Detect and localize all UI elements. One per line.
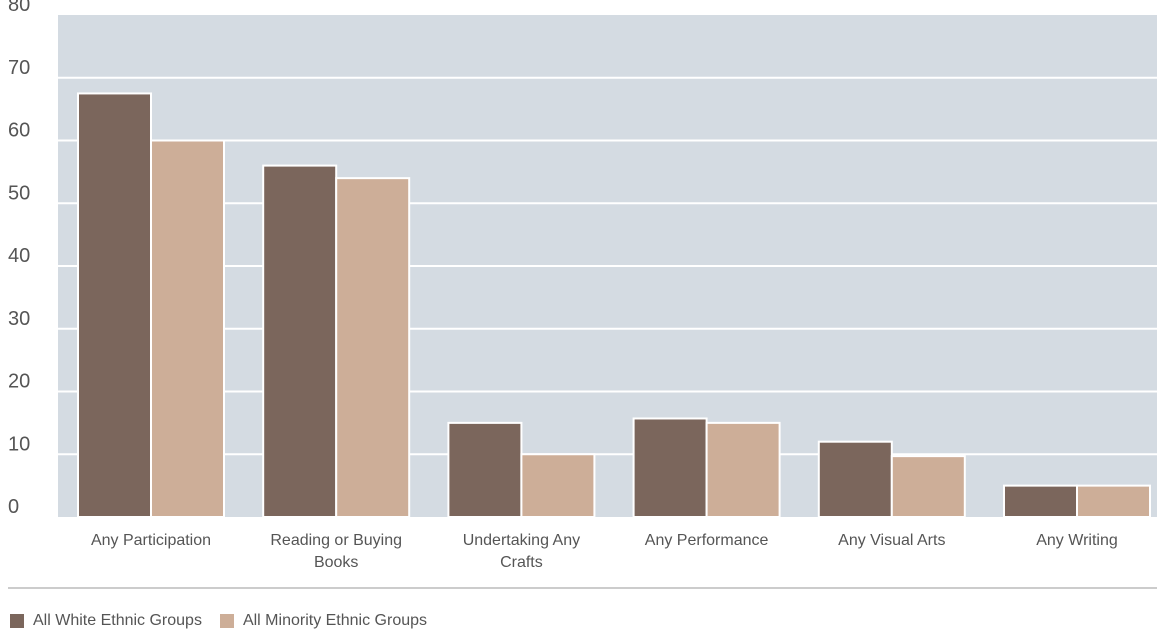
y-tick-label: 60 bbox=[8, 120, 30, 142]
legend: All White Ethnic Groups All Minority Eth… bbox=[10, 612, 445, 630]
bar-minority bbox=[335, 177, 411, 518]
y-tick-label: 50 bbox=[8, 182, 30, 204]
bar-white bbox=[632, 417, 708, 519]
bar-minority bbox=[890, 455, 966, 519]
bar-white bbox=[262, 164, 338, 518]
legend-item-minority: All Minority Ethnic Groups bbox=[219, 612, 428, 630]
bar-white bbox=[447, 421, 523, 518]
y-tick-label: 30 bbox=[8, 308, 30, 330]
legend-label-minority: All Minority Ethnic Groups bbox=[242, 612, 428, 629]
x-tick-label: Undertaking Any Crafts bbox=[463, 532, 580, 571]
x-tick-label: Any Performance bbox=[645, 532, 769, 549]
bar-white bbox=[77, 92, 152, 518]
x-tick-label: Any Visual Arts bbox=[838, 532, 945, 549]
x-axis-labels: Any Participation Reading or Buying Books U… bbox=[91, 532, 1118, 571]
y-tick-label: 10 bbox=[8, 433, 30, 455]
legend-label-white: All White Ethnic Groups bbox=[33, 612, 202, 629]
bar-minority bbox=[520, 453, 596, 518]
legend-item-white: All White Ethnic Groups bbox=[10, 612, 202, 630]
y-tick-label: 20 bbox=[8, 371, 30, 393]
x-tick-label: Any Writing bbox=[1036, 532, 1118, 549]
bars bbox=[77, 92, 1151, 519]
bar-minority bbox=[705, 421, 781, 518]
x-tick-label: Any Participation bbox=[91, 532, 211, 549]
gridlines bbox=[58, 76, 1157, 456]
y-tick-label: 80 bbox=[8, 0, 30, 16]
x-tick-label: Reading or Buying Books bbox=[270, 532, 402, 571]
y-tick-label: 40 bbox=[8, 245, 30, 267]
bar-white bbox=[817, 440, 893, 519]
bar-minority bbox=[1076, 484, 1151, 518]
legend-swatch-minority bbox=[219, 614, 234, 628]
y-tick-label: 0 bbox=[8, 496, 19, 518]
bar-white bbox=[1003, 484, 1078, 518]
y-axis-ticks: 0 10 20 30 40 50 60 70 80 bbox=[8, 0, 30, 518]
y-tick-label: 70 bbox=[8, 57, 30, 79]
legend-swatch-white bbox=[10, 614, 24, 628]
bar-minority bbox=[150, 139, 225, 518]
